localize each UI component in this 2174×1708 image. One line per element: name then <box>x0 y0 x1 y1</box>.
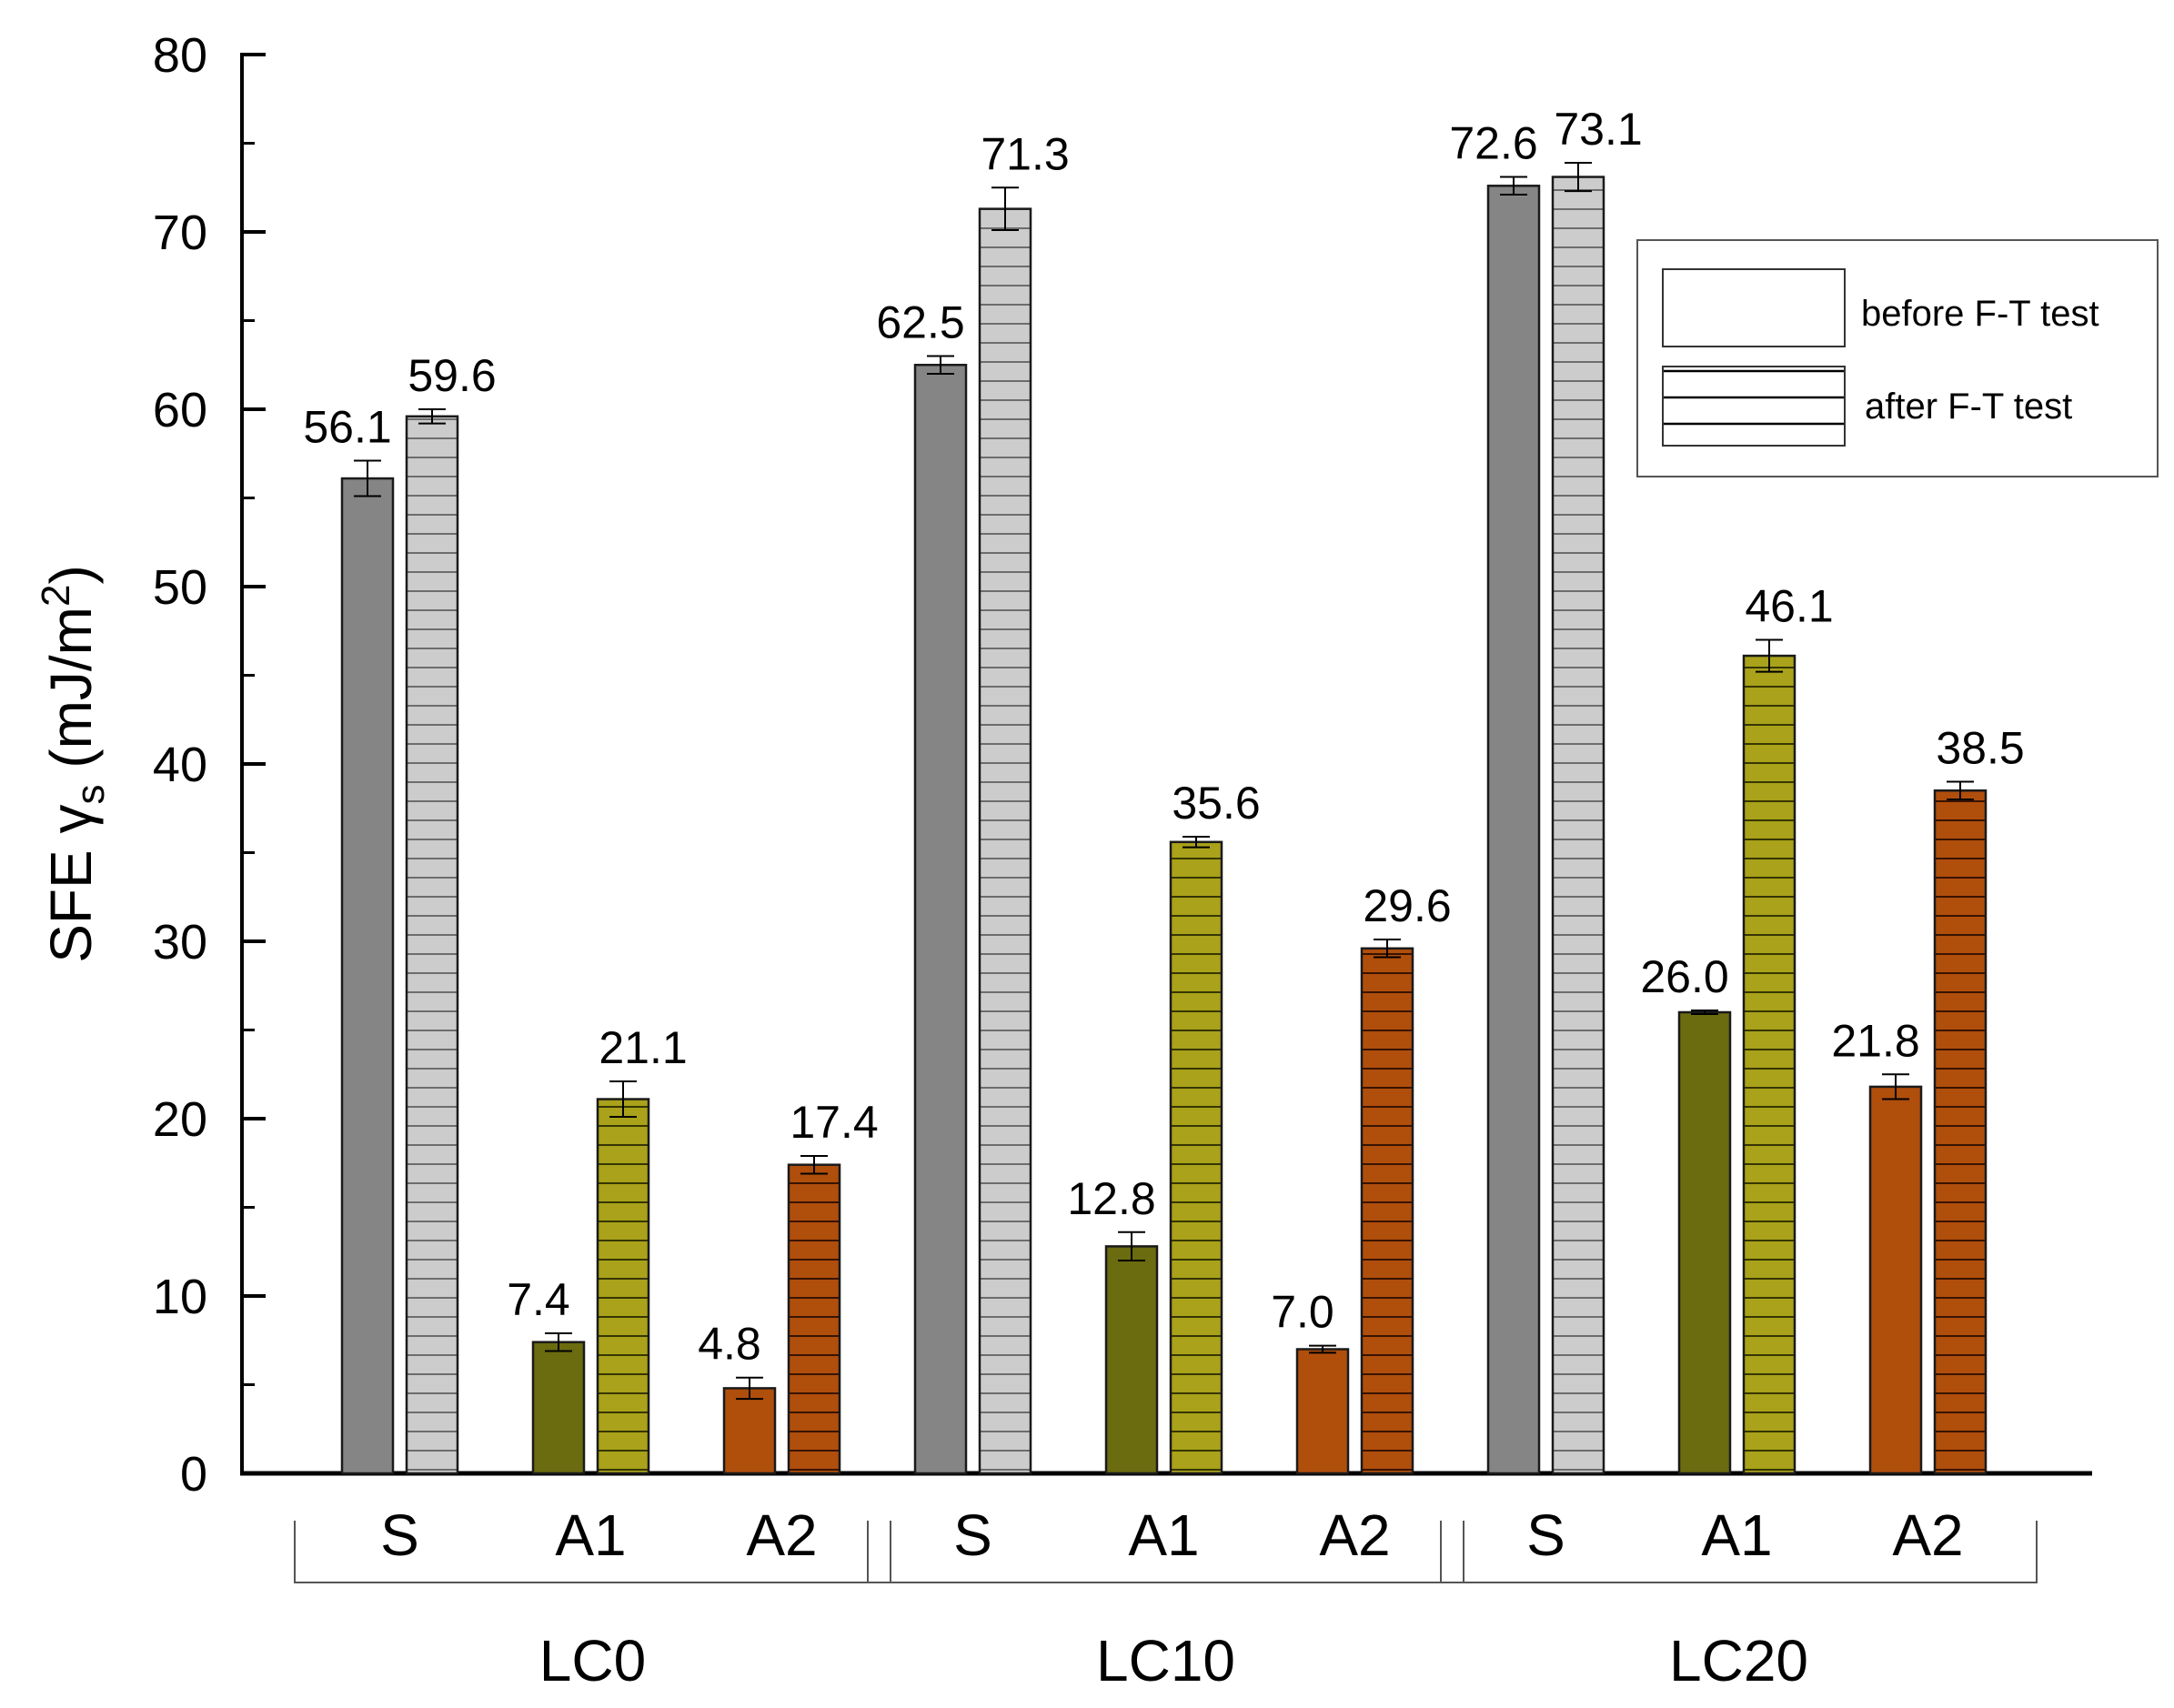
value-label: 29.6 <box>1363 880 1451 931</box>
category-label: A1 <box>1128 1502 1199 1568</box>
y-tick-label: 70 <box>153 206 207 260</box>
y-tick-label: 80 <box>153 28 207 83</box>
value-label: 59.6 <box>408 350 496 401</box>
legend-swatch-before <box>1662 268 1846 347</box>
y-axis-title-unit: (mJ/m <box>38 607 104 785</box>
bar-lc20-a2-before <box>1868 1085 1923 1475</box>
y-axis-title: SFE γs (mJ/m2) <box>34 565 113 963</box>
bar-lc0-s-before <box>340 477 395 1475</box>
bar-lc10-a1-before <box>1104 1245 1159 1475</box>
legend-label-before: before F-T test <box>1861 294 2099 334</box>
value-label: 26.0 <box>1640 951 1728 1002</box>
value-label: 4.8 <box>698 1319 761 1370</box>
y-tick-label: 30 <box>153 915 207 970</box>
y-tick-label: 10 <box>153 1270 207 1324</box>
y-tick-label: 40 <box>153 738 207 792</box>
group-bracket-lc0 <box>294 1521 891 1583</box>
group-bracket-lc20 <box>1440 1521 2038 1583</box>
value-label: 71.3 <box>981 128 1069 179</box>
group-label: LC20 <box>1669 1628 1808 1693</box>
bar-lc20-a1-before <box>1677 1010 1732 1475</box>
group-brackets: LC0 LC10 LC20 <box>294 1521 2038 1693</box>
bar-lc20-s-after <box>1551 176 1605 1475</box>
value-label: 21.1 <box>599 1022 687 1073</box>
bar-lc0-a2-after <box>787 1163 841 1475</box>
bar-lc10-s-before <box>913 364 968 1475</box>
y-axis-title-superscript: 2 <box>34 585 78 607</box>
bar-lc0-a1-before <box>531 1341 586 1475</box>
bar-lc20-a2-after <box>1933 789 1988 1475</box>
bar-lc20-s-before <box>1486 185 1541 1475</box>
value-label: 7.4 <box>507 1274 570 1325</box>
category-label: A2 <box>1319 1502 1390 1568</box>
category-label: A1 <box>555 1502 626 1568</box>
value-label: 73.1 <box>1554 104 1642 155</box>
value-label: 38.5 <box>1936 723 2024 774</box>
bar-lc0-s-after <box>405 415 459 1475</box>
y-axis-title-subscript: s <box>68 785 113 805</box>
category-label: A1 <box>1701 1502 1772 1568</box>
legend: before F-T test after F-T test <box>1636 239 2159 477</box>
group-label: LC10 <box>1096 1628 1235 1693</box>
category-label: A2 <box>746 1502 817 1568</box>
bar-lc10-a2-before <box>1295 1348 1350 1475</box>
category-label: S <box>953 1502 992 1568</box>
bar-lc10-a2-after <box>1360 947 1414 1475</box>
y-axis-title-main: SFE γ <box>38 805 104 963</box>
value-label: 12.8 <box>1067 1173 1155 1224</box>
value-label: 7.0 <box>1271 1287 1334 1338</box>
bar-lc0-a2-before <box>722 1387 777 1475</box>
legend-swatch-after <box>1662 366 1846 447</box>
value-label: 72.6 <box>1449 118 1537 169</box>
value-label: 46.1 <box>1745 581 1833 632</box>
bar-lc10-s-after <box>978 207 1032 1475</box>
bars: 56.1 59.6 7.4 21.1 4.8 17.4 62.5 71.3 12.8 35.6 7.… <box>303 104 2025 1475</box>
value-label: 62.5 <box>876 297 964 348</box>
y-tick-label: 50 <box>153 560 207 615</box>
category-label: A2 <box>1892 1502 1963 1568</box>
value-label: 21.8 <box>1831 1015 1919 1066</box>
y-tick-label: 20 <box>153 1092 207 1147</box>
value-label: 35.6 <box>1172 778 1260 829</box>
category-label: S <box>1526 1502 1565 1568</box>
value-label: 17.4 <box>790 1097 878 1148</box>
legend-label-after: after F-T test <box>1865 387 2072 427</box>
y-tick-label: 60 <box>153 383 207 437</box>
bar-lc10-a1-after <box>1169 840 1223 1475</box>
group-label: LC0 <box>539 1628 646 1693</box>
category-label: S <box>380 1502 419 1568</box>
group-bracket-lc10 <box>867 1521 1464 1583</box>
category-labels: S A1 A2 S A1 A2 S A1 A2 <box>380 1502 1963 1568</box>
bar-lc0-a1-after <box>596 1098 650 1475</box>
y-axis-title-unit-close: ) <box>38 565 104 584</box>
y-axis: 0 10 20 30 40 50 60 70 80 <box>153 28 266 1502</box>
y-tick-label: 0 <box>180 1447 207 1502</box>
bar-lc20-a1-after <box>1742 654 1797 1475</box>
value-label: 56.1 <box>303 402 391 453</box>
y-ticks: 0 10 20 30 40 50 60 70 80 <box>153 28 266 1502</box>
